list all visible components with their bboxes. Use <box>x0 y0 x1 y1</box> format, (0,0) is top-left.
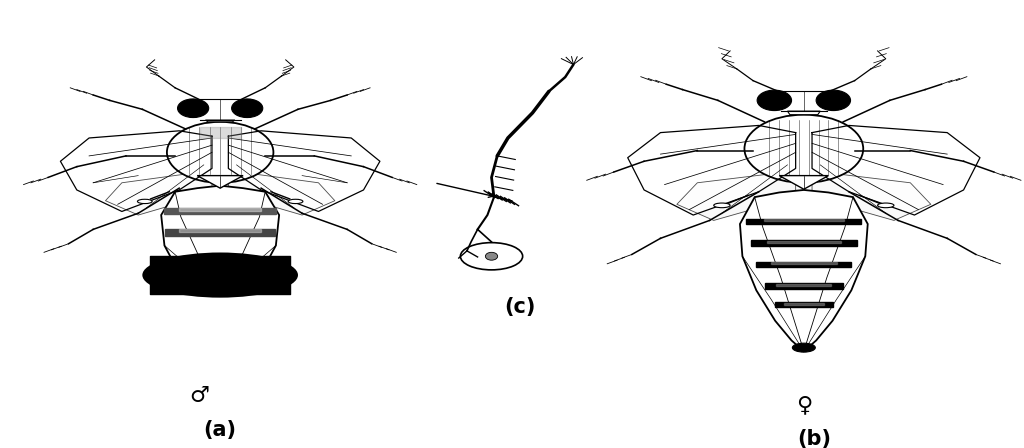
Ellipse shape <box>816 90 851 111</box>
Ellipse shape <box>757 90 792 111</box>
Ellipse shape <box>177 99 209 117</box>
Text: (b): (b) <box>797 429 831 448</box>
Ellipse shape <box>231 99 263 117</box>
Polygon shape <box>765 283 843 289</box>
Polygon shape <box>165 208 275 214</box>
Ellipse shape <box>878 203 894 208</box>
Polygon shape <box>206 120 234 122</box>
Circle shape <box>461 243 522 270</box>
Polygon shape <box>165 229 275 236</box>
Ellipse shape <box>714 203 730 208</box>
Polygon shape <box>764 220 844 221</box>
Text: (c): (c) <box>505 297 536 317</box>
Ellipse shape <box>485 252 498 260</box>
Polygon shape <box>628 125 796 215</box>
Ellipse shape <box>793 343 815 352</box>
Polygon shape <box>204 99 237 120</box>
Polygon shape <box>751 240 857 246</box>
Text: ♂: ♂ <box>189 387 210 406</box>
Text: (a): (a) <box>204 420 237 440</box>
Polygon shape <box>779 176 828 189</box>
Ellipse shape <box>744 115 863 183</box>
Polygon shape <box>60 131 212 211</box>
Polygon shape <box>787 111 820 115</box>
Polygon shape <box>767 241 841 243</box>
Polygon shape <box>746 219 861 224</box>
Polygon shape <box>775 302 833 307</box>
Polygon shape <box>812 174 931 220</box>
Polygon shape <box>179 208 261 211</box>
Polygon shape <box>740 190 867 351</box>
Polygon shape <box>105 174 212 215</box>
Polygon shape <box>228 174 335 215</box>
Ellipse shape <box>167 122 273 183</box>
Ellipse shape <box>142 253 298 297</box>
Polygon shape <box>677 174 796 220</box>
Polygon shape <box>198 176 243 188</box>
Polygon shape <box>783 303 824 305</box>
Polygon shape <box>785 90 822 111</box>
Text: ♀: ♀ <box>796 396 812 415</box>
Ellipse shape <box>137 199 153 203</box>
Polygon shape <box>812 125 980 215</box>
Polygon shape <box>771 263 837 264</box>
Polygon shape <box>179 229 261 232</box>
Polygon shape <box>757 262 851 267</box>
Polygon shape <box>161 185 280 296</box>
Ellipse shape <box>288 199 303 203</box>
Polygon shape <box>228 131 380 211</box>
Polygon shape <box>776 284 831 286</box>
